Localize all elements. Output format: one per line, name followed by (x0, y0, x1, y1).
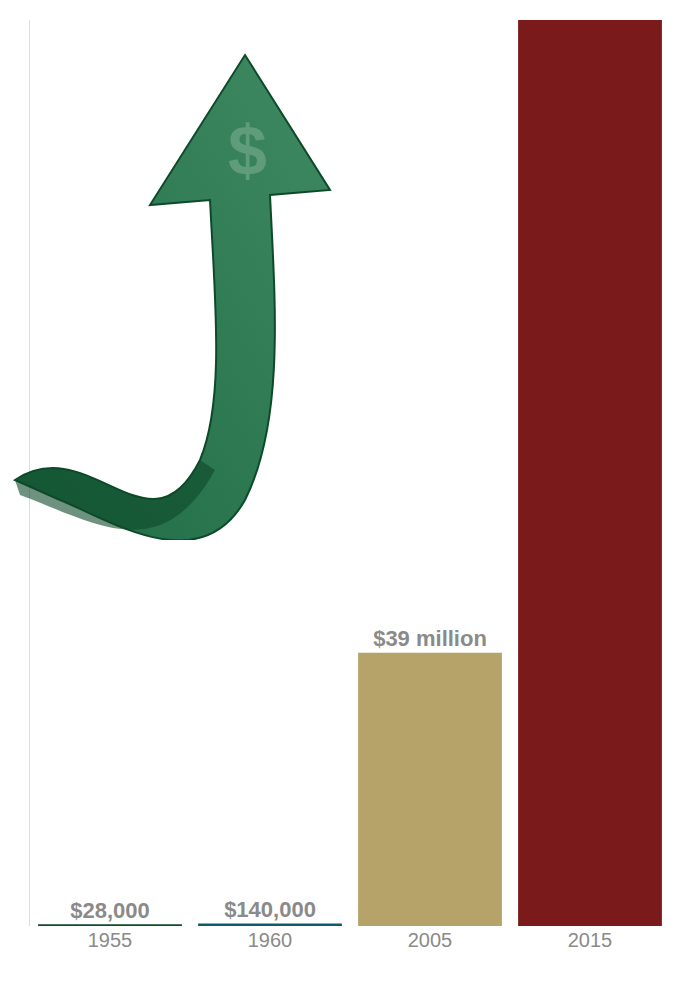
svg-text:$: $ (228, 112, 267, 190)
svg-text:$39 million: $39 million (373, 626, 487, 651)
svg-text:2005: 2005 (408, 929, 453, 951)
svg-text:2015: 2015 (568, 929, 613, 951)
svg-text:$140,000: $140,000 (224, 897, 316, 922)
svg-text:$28,000: $28,000 (70, 898, 150, 923)
svg-text:1960: 1960 (248, 929, 293, 951)
svg-text:1955: 1955 (88, 929, 133, 951)
